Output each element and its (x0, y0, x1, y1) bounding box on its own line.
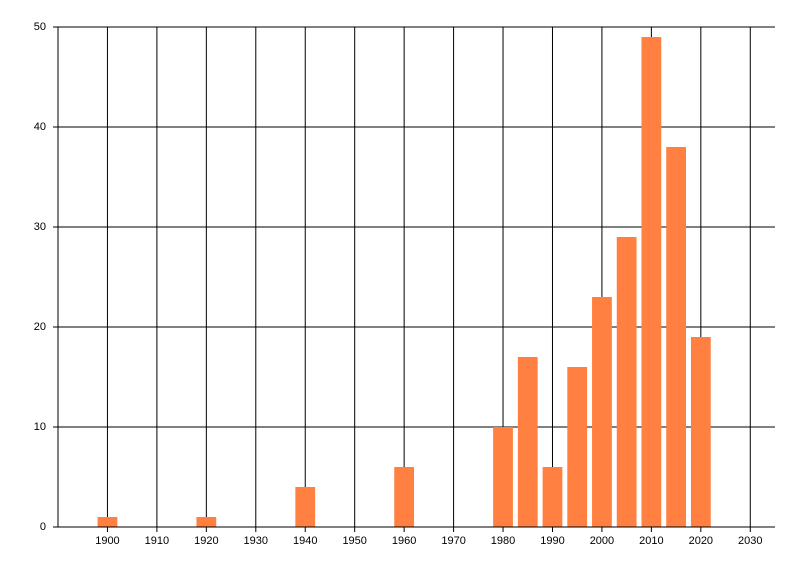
x-tick-label: 1960 (392, 535, 416, 547)
x-tick-label: 1950 (342, 535, 366, 547)
x-tick-label: 2000 (590, 535, 614, 547)
x-tick-label: 1970 (441, 535, 465, 547)
x-tick-label: 1990 (540, 535, 564, 547)
y-tick-label: 10 (34, 421, 46, 433)
bar (517, 357, 538, 527)
bar (567, 367, 588, 527)
bar (97, 517, 118, 527)
x-tick-label: 2030 (738, 535, 762, 547)
x-tick-label: 2020 (689, 535, 713, 547)
x-tick-label: 1980 (491, 535, 515, 547)
x-tick-label: 1900 (95, 535, 119, 547)
y-tick-label: 40 (34, 121, 46, 133)
x-tick-label: 1940 (293, 535, 317, 547)
bar (641, 37, 662, 527)
bar (666, 147, 686, 527)
bar (690, 337, 711, 527)
x-tick-label: 1930 (244, 535, 268, 547)
bar (295, 487, 316, 527)
y-tick-label: 20 (34, 321, 46, 333)
bar (493, 427, 513, 527)
y-tick-label: 30 (34, 221, 46, 233)
bar (592, 297, 612, 527)
y-tick-label: 0 (40, 521, 46, 533)
bar (542, 467, 563, 527)
bar (196, 517, 217, 527)
y-tick-label: 50 (34, 21, 46, 33)
bar (616, 237, 637, 527)
bar (394, 467, 415, 527)
x-tick-label: 1920 (194, 535, 218, 547)
x-tick-label: 2010 (639, 535, 663, 547)
x-tick-label: 1910 (145, 535, 169, 547)
